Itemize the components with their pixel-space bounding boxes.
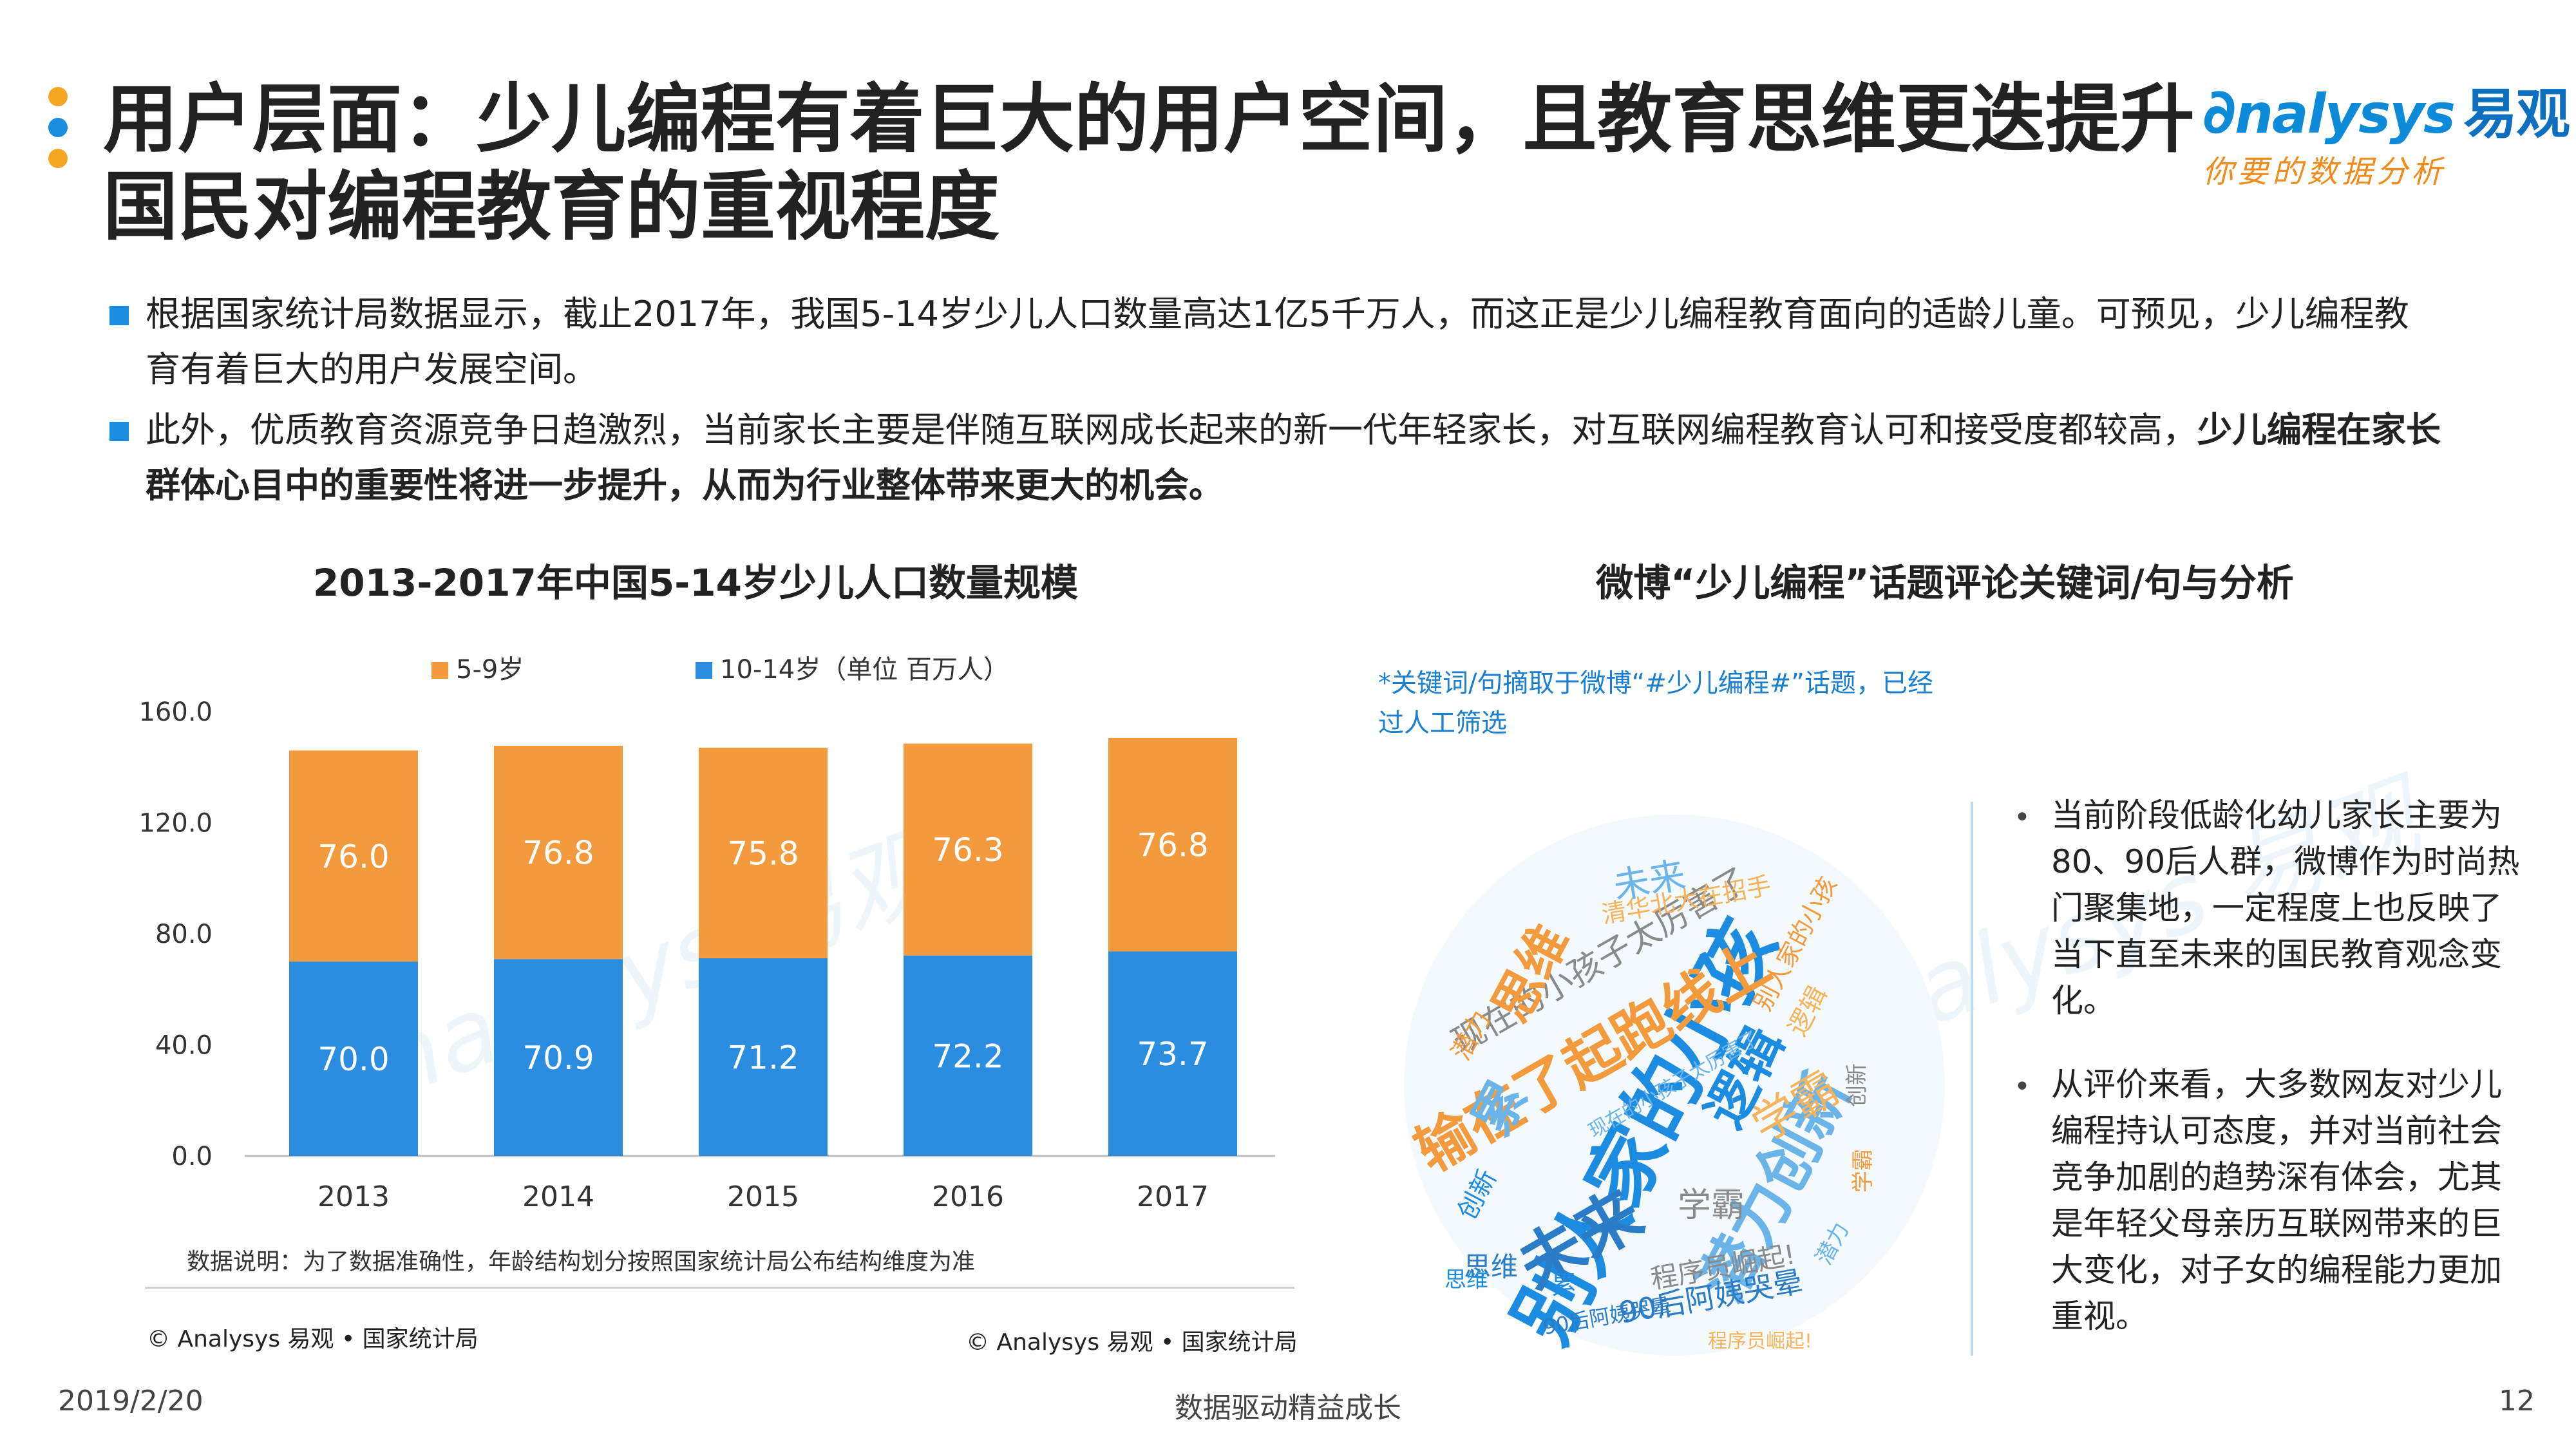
bar-value-label: 72.2: [932, 1037, 1003, 1075]
wordcloud-word: 学霸: [1678, 1186, 1745, 1225]
chart-data-note: 数据说明：为了数据准确性，年龄结构划分按照国家统计局公布结构维度为准: [187, 1249, 976, 1275]
bar-segment: [494, 959, 623, 1156]
legend-label: 5-9岁: [456, 655, 524, 685]
legend-swatch: [431, 662, 448, 679]
legend-item: 5-9岁: [431, 655, 524, 685]
bullet-1-text: 根据国家统计局数据显示，截止2017年，我国5-14岁少儿人口数量高达1亿5千万…: [146, 294, 2409, 390]
x-tick-label: 2013: [317, 1180, 390, 1213]
analysis-list: • 当前阶段低龄化幼儿家长主要为80、90后人群，微博作为时尚热门聚集地，一定程…: [2006, 792, 2521, 1377]
legend-item: 10-14岁（单位 百万人）: [696, 655, 1009, 685]
page-title: 用户层面：少儿编程有着巨大的用户空间，且教育思维更迭提升 国民对编程教育的重视程…: [103, 76, 2215, 251]
wordcloud-circle: [1404, 815, 1945, 1356]
keyword-wordcloud: 别人家的小孩输在了起跑线上潜力创新现在的小孩子太厉害了未来学霸逻辑思维累程序员崛…: [1404, 815, 1945, 1358]
population-bar-chart: 5-9岁 10-14岁（单位 百万人） 0.0 40.0 80.0 120.0 160.0 7…: [138, 655, 1275, 1213]
x-tick-label: 2015: [727, 1180, 799, 1213]
bar-value-label: 76.0: [317, 838, 389, 875]
bullet-square-icon: [109, 422, 129, 441]
wordcloud-word: 学霸: [1850, 1149, 1876, 1193]
bar-value-label: 71.2: [727, 1039, 799, 1076]
logo-brand: ∂nalysys 易观: [2202, 75, 2570, 147]
bar-value-label: 75.8: [727, 835, 799, 873]
bullet-dot-icon: •: [2014, 1070, 2031, 1103]
wordcloud-word: 程序员崛起!: [1708, 1331, 1812, 1353]
logo-brand-cn: 易观: [2463, 82, 2570, 146]
bar-segment: [904, 955, 1032, 1156]
bullet-dot-icon: •: [2014, 801, 2031, 834]
wordcloud-word: 思维: [1444, 1267, 1488, 1293]
footer-date: 2019/2/20: [58, 1385, 204, 1417]
wordcloud-word: 创新: [1844, 1063, 1870, 1107]
bar-segment: [1108, 951, 1237, 1156]
legend-swatch: [696, 662, 712, 679]
bar-segment: [289, 961, 418, 1156]
wordcloud-word: 累: [1551, 1271, 1577, 1301]
bar-value-label: 73.7: [1137, 1036, 1208, 1073]
bar-value-label: 70.0: [317, 1041, 389, 1078]
y-tick-label: 120.0: [138, 809, 213, 838]
analysis-text-2: 从评价来看，大多数网友对少儿编程持认可态度，并对当前社会竞争加剧的趋势深有体会，…: [2051, 1066, 2502, 1335]
page-title-line1: 用户层面：少儿编程有着巨大的用户空间，且教育思维更迭提升: [103, 76, 2195, 163]
bar-value-label: 76.3: [932, 831, 1003, 869]
y-tick-label: 40.0: [155, 1031, 213, 1061]
legend-label: 10-14岁（单位 百万人）: [720, 655, 1009, 685]
y-tick-label: 80.0: [155, 920, 213, 949]
wordcloud-word: 思维: [1464, 1251, 1518, 1283]
y-tick-label: 160.0: [138, 697, 213, 727]
bar-segment: [494, 746, 623, 960]
bar-segment: [699, 748, 828, 958]
bullet-2-text: 此外，优质教育资源竞争日趋激烈，当前家长主要是伴随互联网成长起来的新一代年轻家长…: [146, 410, 2197, 450]
bar-value-label: 76.8: [1137, 827, 1208, 864]
footer-slogan: 数据驱动精益成长: [1175, 1392, 1401, 1425]
bar-segment: [1108, 737, 1237, 952]
bullet-2-bold: 少儿编程在家长群体心目中的重要性将进一步提升，从而为行业整体带来更大的机会。: [146, 410, 2441, 506]
title-dots: [48, 87, 74, 171]
analysis-item: • 当前阶段低龄化幼儿家长主要为80、90后人群，微博作为时尚热门聚集地，一定程…: [2006, 792, 2521, 1024]
bullet-2: 此外，优质教育资源竞争日趋激烈，当前家长主要是伴随互联网成长起来的新一代年轻家长…: [109, 402, 2441, 513]
x-tick-label: 2017: [1137, 1180, 1209, 1213]
chart-source-right: © Analysys 易观 • 国家统计局: [966, 1329, 1298, 1356]
keyword-remark: *关键词/句摘取于微博“#少儿编程#”话题，已经过人工筛选: [1378, 668, 1933, 738]
bar-value-label: 70.9: [522, 1039, 594, 1077]
bar-value-label: 76.8: [522, 835, 594, 872]
bar-segment: [699, 958, 828, 1156]
page-title-line2: 国民对编程教育的重视程度: [103, 164, 999, 251]
x-tick-label: 2014: [522, 1180, 594, 1213]
bullet-square-icon: [109, 306, 129, 325]
bar-segment: [904, 743, 1032, 956]
analysis-divider: [1971, 802, 1973, 1356]
bullet-1: 根据国家统计局数据显示，截止2017年，我国5-14岁少儿人口数量高达1亿5千万…: [109, 287, 2441, 397]
note-divider: [145, 1287, 1294, 1289]
analysys-logo: ∂nalysys 易观 你要的数据分析: [2202, 71, 2570, 190]
wordcloud-title: 微博“少儿编程”话题评论关键词/句与分析: [1596, 561, 2294, 605]
y-tick-label: 0.0: [171, 1142, 213, 1171]
page-number: 12: [2499, 1385, 2535, 1417]
analysis-item: • 从评价来看，大多数网友对少儿编程持认可态度，并对当前社会竞争加剧的趋势深有体…: [2006, 1061, 2521, 1340]
chart-title: 2013-2017年中国5-14岁少儿人口数量规模: [312, 561, 1079, 605]
analysis-text-1: 当前阶段低龄化幼儿家长主要为80、90后人群，微博作为时尚热门聚集地，一定程度上…: [2051, 797, 2520, 1019]
chart-source-left: © Analysys 易观 • 国家统计局: [147, 1326, 478, 1352]
x-tick-label: 2016: [932, 1180, 1004, 1213]
logo-brand-text: nalysys: [2235, 82, 2456, 146]
logo-slogan: 你要的数据分析: [2202, 154, 2447, 190]
bar-segment: [289, 750, 418, 962]
